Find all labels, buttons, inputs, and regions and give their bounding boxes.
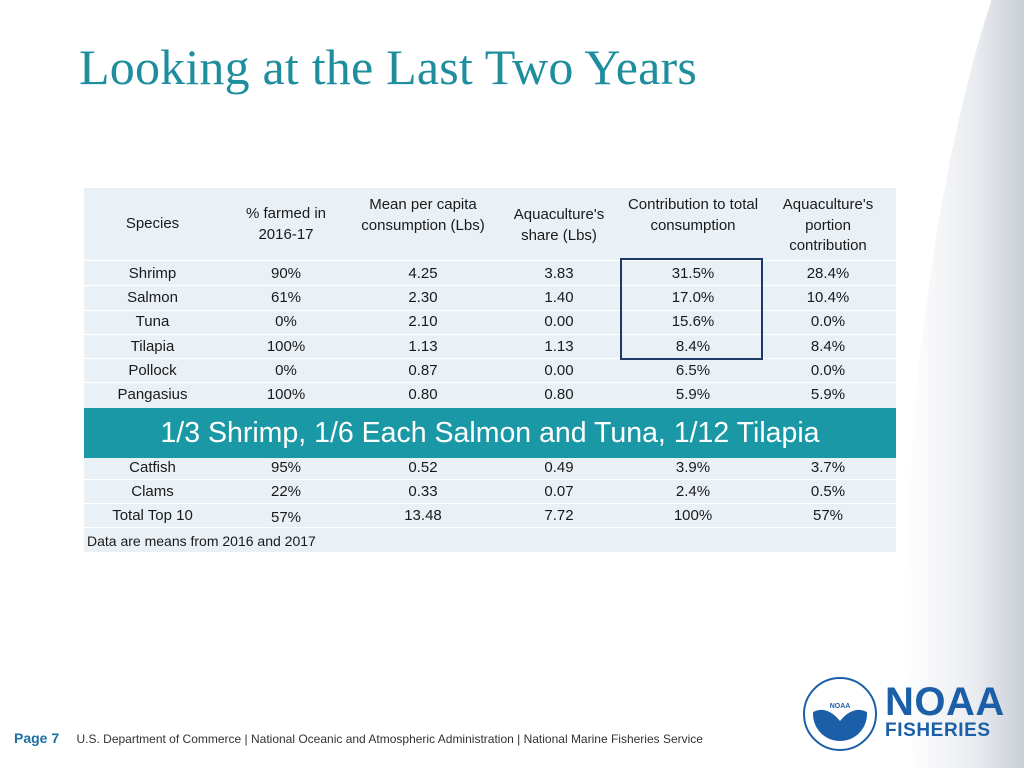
cell-consumption: 13.48 — [404, 507, 442, 524]
header-aquaculture-share: Aquaculture's share (Lbs) — [513, 206, 605, 244]
logo-line-fisheries: FISHERIES — [885, 720, 991, 741]
cell-consumption: 2.10 — [408, 313, 438, 330]
cell-aquaculture-share: 3.83 — [544, 265, 574, 282]
cell-consumption: 0.80 — [408, 386, 438, 403]
cell-consumption: 0.33 — [408, 483, 438, 500]
seal-text: NOAA — [830, 703, 851, 710]
cell-aquaculture-share: 0.07 — [544, 483, 574, 500]
logo-line-noaa: NOAA — [885, 680, 1005, 724]
cell-contribution: 2.4% — [675, 483, 711, 500]
cell-aquaculture-share: 0.80 — [544, 386, 574, 403]
cell-species: Catfish — [129, 459, 176, 476]
cell-consumption: 2.30 — [408, 289, 438, 306]
header-aquaculture-portion: Aquaculture's portion contribution — [782, 196, 874, 254]
cell-portion: 0.0% — [810, 313, 846, 330]
page-number: Page 7 — [14, 730, 60, 746]
footer-text: U.S. Department of Commerce | National O… — [76, 732, 703, 746]
table-divider — [84, 527, 896, 528]
table-divider — [84, 285, 896, 286]
cell-portion: 3.7% — [810, 459, 846, 476]
cell-farmed: 100% — [266, 386, 306, 403]
cell-portion: 28.4% — [806, 265, 850, 282]
table-divider — [84, 260, 896, 261]
cell-consumption: 1.13 — [408, 338, 438, 355]
cell-aquaculture-share: 1.40 — [544, 289, 574, 306]
cell-aquaculture-share: 0.00 — [544, 362, 574, 379]
cell-aquaculture-share: 7.72 — [544, 507, 574, 524]
cell-contribution: 3.9% — [675, 459, 711, 476]
table-divider — [84, 382, 896, 383]
cell-portion: 5.9% — [810, 386, 846, 403]
header-mean-consumption: Mean per capita consumption (Lbs) — [361, 196, 485, 234]
table-divider — [84, 310, 896, 311]
cell-aquaculture-share: 0.49 — [544, 459, 574, 476]
cell-species: Tilapia — [130, 338, 175, 355]
cell-farmed: 0% — [275, 313, 297, 330]
cell-farmed: 90% — [270, 265, 302, 282]
cell-contribution: 17.0% — [671, 289, 715, 306]
summary-banner: 1/3 Shrimp, 1/6 Each Salmon and Tuna, 1/… — [84, 408, 896, 458]
header-species: Species — [125, 215, 180, 232]
noaa-seal-icon: NOAA — [803, 677, 877, 751]
cell-portion: 0.5% — [810, 483, 846, 500]
cell-farmed: 95% — [270, 459, 302, 476]
cell-farmed: 57% — [270, 509, 302, 526]
cell-portion: 57% — [812, 507, 844, 524]
page-title: Looking at the Last Two Years — [79, 39, 697, 95]
cell-contribution: 31.5% — [671, 265, 715, 282]
cell-contribution: 15.6% — [671, 313, 715, 330]
cell-consumption: 0.52 — [408, 459, 438, 476]
data-table-panel — [84, 188, 896, 552]
cell-contribution: 8.4% — [675, 338, 711, 355]
cell-consumption: 0.87 — [408, 362, 438, 379]
cell-species: Clams — [131, 483, 174, 500]
highlight-box — [620, 258, 763, 360]
cell-species: Total Top 10 — [112, 507, 193, 524]
table-divider — [84, 334, 896, 335]
header-contribution-total: Contribution to total consumption — [627, 196, 759, 234]
table-note: Data are means from 2016 and 2017 — [87, 533, 316, 549]
cell-farmed: 100% — [266, 338, 306, 355]
table-divider — [84, 503, 896, 504]
header-percent-farmed: % farmed in 2016-17 — [245, 205, 327, 243]
cell-farmed: 0% — [275, 362, 297, 379]
table-divider — [84, 358, 896, 359]
table-divider — [84, 479, 896, 480]
cell-aquaculture-share: 0.00 — [544, 313, 574, 330]
cell-contribution: 5.9% — [675, 386, 711, 403]
noaa-fisheries-logo: NOAA FISHERIES — [885, 680, 1005, 741]
cell-species: Pangasius — [117, 386, 188, 403]
cell-species: Shrimp — [128, 265, 177, 282]
cell-farmed: 22% — [270, 483, 302, 500]
cell-portion: 10.4% — [806, 289, 850, 306]
cell-consumption: 4.25 — [408, 265, 438, 282]
footer: Page 7 U.S. Department of Commerce | Nat… — [14, 730, 703, 746]
cell-contribution: 100% — [673, 507, 713, 524]
cell-contribution: 6.5% — [675, 362, 711, 379]
cell-species: Tuna — [135, 313, 170, 330]
cell-species: Salmon — [127, 289, 178, 306]
cell-aquaculture-share: 1.13 — [544, 338, 574, 355]
cell-farmed: 61% — [270, 289, 302, 306]
cell-species: Pollock — [128, 362, 177, 379]
cell-portion: 8.4% — [810, 338, 846, 355]
cell-portion: 0.0% — [810, 362, 846, 379]
